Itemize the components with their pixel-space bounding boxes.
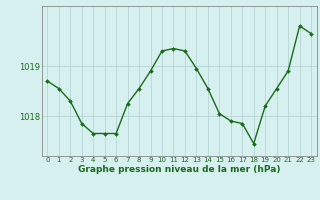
X-axis label: Graphe pression niveau de la mer (hPa): Graphe pression niveau de la mer (hPa) — [78, 165, 280, 174]
